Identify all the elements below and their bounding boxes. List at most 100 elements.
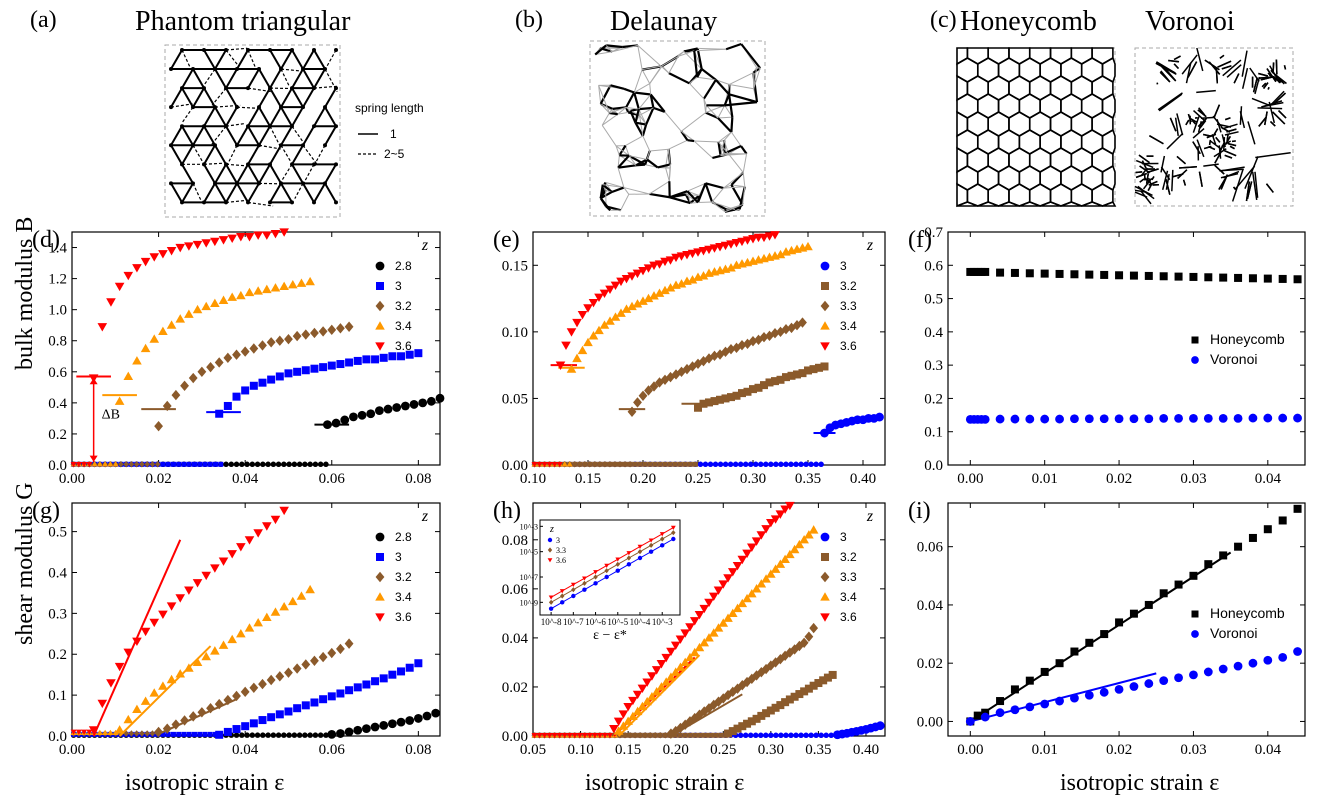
x-tick-label: 0.06 (319, 742, 346, 758)
data-point (1203, 667, 1213, 677)
bond-light (680, 112, 706, 132)
bond-light (742, 186, 746, 205)
inset-loglog: 10^-8 10^-7 10^-6 10^-5 10^-4 10^-310^-910^-7… (520, 519, 681, 643)
data-point (577, 310, 588, 320)
data-point (1070, 693, 1079, 703)
bond-light (661, 55, 679, 67)
bond-light (660, 66, 670, 74)
series-3 (215, 349, 423, 418)
data-point (1174, 414, 1183, 423)
legend-marker (375, 613, 385, 622)
zero-point (647, 461, 653, 467)
data-point (267, 375, 276, 384)
data-point (1234, 542, 1243, 551)
spring-solid (247, 144, 260, 165)
x-tick-label: 0.00 (957, 742, 983, 758)
y-tick-label: 0.8 (48, 334, 67, 350)
data-point (766, 660, 776, 671)
legend-marker (821, 282, 829, 290)
data-point (1010, 685, 1019, 694)
x-tick-label: 0.35 (795, 471, 821, 487)
data-point (605, 285, 615, 295)
voronoi-edge (1177, 169, 1188, 179)
x-tick-label: 0.15 (615, 742, 641, 758)
y-tick-label: 0.0 (48, 729, 67, 745)
voronoi-edge (1169, 117, 1177, 132)
data-point (344, 727, 354, 737)
inset-y-tick-label: 10^-7 (520, 573, 538, 582)
data-point (267, 713, 276, 722)
data-point (253, 231, 263, 240)
data-point (733, 724, 742, 733)
x-tick-label: 0.30 (740, 471, 766, 487)
x-ticks: 0.05 0.10 0.15 0.20 0.25 0.30 0.35 0.40 (520, 503, 879, 758)
data-point (675, 635, 686, 644)
voronoi-edge (1141, 160, 1147, 169)
series-3.3 (627, 317, 807, 417)
zero-point (702, 461, 709, 468)
bond-heavy (641, 124, 648, 137)
legend-marker (820, 261, 830, 271)
spring-dashed (325, 49, 337, 68)
data-point (704, 245, 714, 255)
zero-point (592, 461, 598, 468)
inset-point (615, 568, 620, 573)
spring-solid (170, 182, 183, 203)
data-point (244, 623, 255, 632)
data-point (676, 252, 687, 261)
data-point (140, 257, 151, 267)
data-point (310, 327, 319, 339)
bond-light (694, 48, 727, 52)
zero-point (70, 462, 77, 468)
panel-e: (e)0.10 0.15 0.20 0.25 0.30 0.35 0.400.000.050… (493, 227, 886, 487)
data-point (301, 329, 311, 340)
data-point (327, 729, 337, 739)
voronoi-edge (1208, 139, 1212, 146)
data-point (275, 372, 284, 381)
zero-baselines (70, 461, 329, 468)
data-point (296, 278, 307, 287)
zero-point (75, 462, 82, 468)
voronoi-edge (1249, 67, 1260, 82)
data-point (218, 640, 229, 649)
data-point (723, 574, 733, 583)
zero-point (586, 733, 593, 739)
data-point (344, 638, 354, 649)
panel-d: (d) 0.00 0.02 0.04 0.06 0.08 0.0 0.2 0.4 0.6 0.8 1.… (32, 227, 445, 487)
data-point (426, 396, 436, 406)
bond-light (633, 83, 650, 93)
zero-baselines (531, 732, 839, 739)
zero-point (249, 461, 256, 468)
inset-point (637, 555, 643, 561)
zero-point (768, 461, 774, 468)
bond-heavy (702, 79, 717, 100)
legend-marker (1191, 630, 1199, 638)
data-point (627, 301, 637, 311)
data-point (223, 401, 232, 410)
legend-label: 3 (840, 259, 847, 273)
spring-solid (203, 106, 216, 127)
inset-point (604, 568, 609, 574)
voronoi-edge (1219, 54, 1225, 59)
data-point (1115, 271, 1124, 280)
data-point (656, 660, 667, 669)
voronoi-edge (1222, 123, 1238, 130)
legend-label: 3.6 (840, 610, 857, 624)
voronoi-edge (1192, 127, 1205, 139)
zero-point (818, 461, 824, 468)
y-tick-label: 0.10 (502, 325, 528, 341)
data-point (1204, 560, 1213, 569)
spring-solid (313, 106, 326, 127)
spring-solid (214, 49, 227, 70)
data-point (775, 510, 786, 519)
inset-y-tick-label: 10^-5 (520, 548, 538, 557)
spring-solid (247, 68, 260, 89)
bond-heavy (645, 107, 655, 125)
spring-solid (291, 106, 304, 127)
inset-point (548, 595, 554, 600)
data-point (687, 275, 698, 284)
data-point (353, 725, 363, 735)
y-ticks: 0.0 0.1 0.2 0.3 0.4 0.5 (48, 525, 440, 745)
legend-label: 3 (395, 550, 402, 564)
spring-solid (225, 163, 238, 184)
